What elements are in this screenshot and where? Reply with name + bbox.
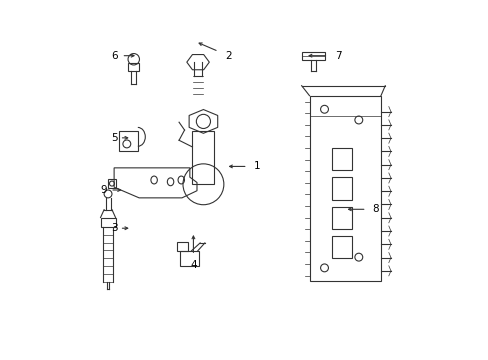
Bar <box>331 207 352 229</box>
Bar <box>331 177 352 200</box>
Text: 5: 5 <box>111 133 118 143</box>
Text: 3: 3 <box>111 223 118 233</box>
Bar <box>179 251 198 266</box>
Bar <box>107 179 116 188</box>
Bar <box>309 96 380 282</box>
Bar <box>331 236 352 258</box>
Text: 4: 4 <box>190 260 196 270</box>
Bar <box>176 242 187 251</box>
Bar <box>128 63 139 71</box>
Bar <box>301 53 325 60</box>
Bar <box>331 148 352 170</box>
Text: 9: 9 <box>101 185 107 195</box>
Bar <box>192 131 214 184</box>
Bar <box>119 131 138 151</box>
Text: 2: 2 <box>224 51 231 61</box>
Text: 7: 7 <box>334 51 341 61</box>
Bar <box>101 217 115 227</box>
Text: 1: 1 <box>253 161 260 171</box>
Text: 6: 6 <box>111 51 118 61</box>
Text: 8: 8 <box>372 204 379 214</box>
